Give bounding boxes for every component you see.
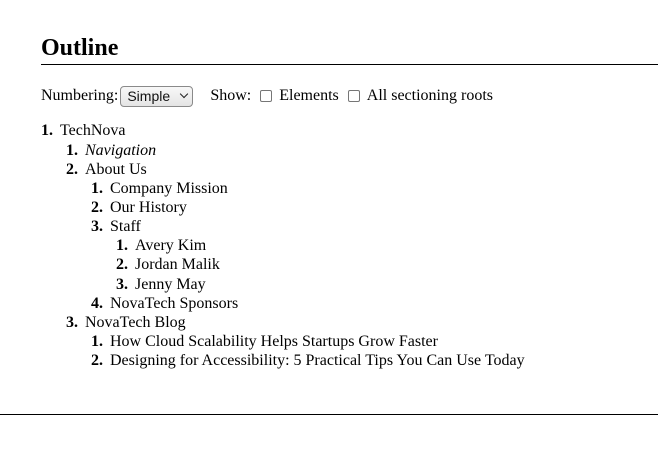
outline-item-novatech-sponsors[interactable]: 4. NovaTech Sponsors (91, 294, 238, 313)
outline-item-about-us[interactable]: 2. About Us (66, 160, 147, 179)
elements-label[interactable]: Elements (279, 87, 339, 104)
outline-text: NovaTech Sponsors (110, 295, 239, 312)
outline-text: Jenny May (135, 276, 206, 293)
page-title: Outline (41, 35, 119, 61)
bottom-divider (0, 414, 658, 415)
numbering-select[interactable]: Simple (120, 85, 194, 107)
outline-text: About Us (85, 161, 147, 178)
elements-checkbox[interactable] (260, 90, 273, 102)
outline-text: Our History (110, 199, 187, 216)
numbering-label: Numbering: (41, 87, 119, 104)
show-label: Show: (210, 87, 252, 104)
outline-number: 3. (116, 276, 128, 293)
outline-number: 1. (66, 142, 78, 159)
outline-text: Staff (110, 218, 141, 235)
outline-item-navigation[interactable]: 1. Navigation (66, 141, 156, 160)
outline-number: 1. (91, 180, 103, 197)
outline-number: 2. (91, 199, 103, 216)
outline-number: 3. (91, 218, 103, 235)
outline-item-blog-post-2[interactable]: 2. Designing for Accessibility: 5 Practic… (91, 351, 525, 370)
outline-number: 2. (66, 161, 78, 178)
chevron-down-icon (180, 89, 189, 99)
outline-number: 4. (91, 295, 103, 312)
outline-item-our-history[interactable]: 2. Our History (91, 198, 187, 217)
outline-text: Navigation (85, 142, 157, 159)
numbering-select-value: Simple (127, 88, 171, 104)
outline-item-staff[interactable]: 3. Staff (91, 217, 141, 236)
outline-item-blog-post-1[interactable]: 1. How Cloud Scalability Helps Startups G… (91, 332, 438, 351)
outline-number: 1. (116, 237, 128, 254)
outline-number: 1. (41, 122, 53, 139)
outline-controls: Numbering: Simple Show: Elements All sec… (41, 85, 493, 107)
outline-text: NovaTech Blog (85, 314, 186, 331)
outline-number: 2. (116, 256, 128, 273)
outline-item-jordan-malik[interactable]: 2. Jordan Malik (116, 255, 220, 274)
outline-item-company-mission[interactable]: 1. Company Mission (91, 179, 228, 198)
outline-item-novatech-blog[interactable]: 3. NovaTech Blog (66, 313, 186, 332)
outline-text: Jordan Malik (135, 256, 220, 273)
sectioning-roots-checkbox[interactable] (347, 90, 360, 102)
outline-text: Avery Kim (135, 237, 207, 254)
outline-item-technova[interactable]: 1. TechNova (41, 121, 126, 140)
outline-number: 2. (91, 352, 103, 369)
outline-text: How Cloud Scalability Helps Startups Gro… (110, 333, 438, 350)
outline-text: TechNova (60, 122, 126, 139)
outline-number: 3. (66, 314, 78, 331)
outline-text: Designing for Accessibility: 5 Practical… (110, 352, 525, 369)
outline-item-avery-kim[interactable]: 1. Avery Kim (116, 236, 206, 255)
top-divider (41, 64, 658, 65)
outline-item-jenny-may[interactable]: 3. Jenny May (116, 275, 206, 294)
outline-text: Company Mission (110, 180, 228, 197)
outline-number: 1. (91, 333, 103, 350)
sectioning-roots-label[interactable]: All sectioning roots (366, 87, 493, 104)
